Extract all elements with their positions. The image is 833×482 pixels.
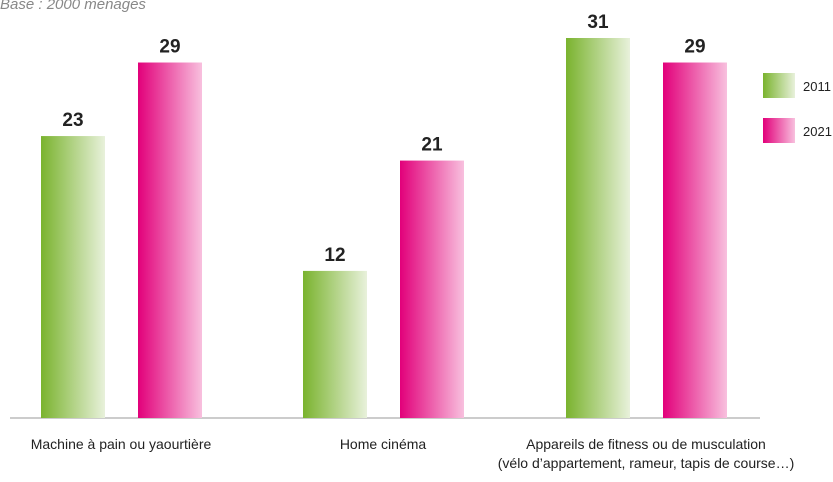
legend-label: 2021 [803, 124, 832, 139]
legend-label: 2011 [803, 79, 831, 94]
chart-subtitle: Base : 2000 ménages [0, 0, 146, 13]
value-label: 12 [324, 245, 345, 266]
legend-swatch [763, 73, 795, 98]
bar [663, 62, 727, 419]
value-label: 29 [684, 37, 705, 58]
value-label: 23 [62, 110, 83, 131]
bar [41, 136, 105, 418]
bar [566, 38, 630, 418]
x-tick-label: Machine à pain ou yaourtière [30, 436, 212, 452]
legend-swatch [763, 118, 795, 143]
x-tick-label: Appareils de fitness ou de musculation (… [497, 436, 795, 471]
bar [303, 270, 367, 418]
value-label: 31 [587, 12, 609, 33]
bar [400, 160, 464, 419]
value-label: 21 [421, 135, 443, 156]
x-tick-label: Home cinéma [339, 436, 427, 452]
bar [138, 62, 202, 419]
value-label: 29 [159, 37, 180, 58]
